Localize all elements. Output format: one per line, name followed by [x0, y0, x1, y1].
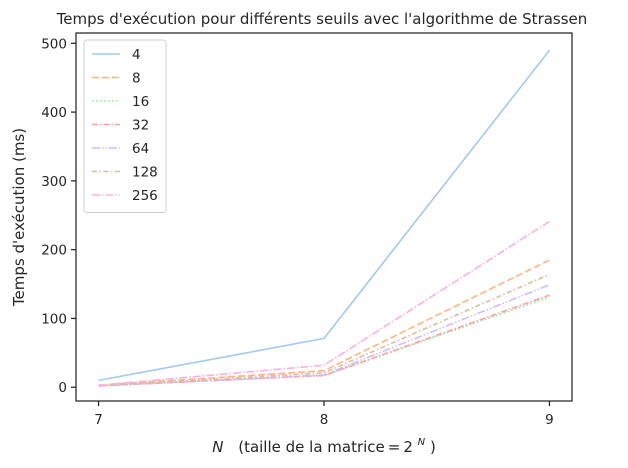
legend-label-8: 8 [132, 71, 141, 87]
series-line-16 [98, 296, 550, 387]
x-axis: 7 8 9 [94, 401, 554, 428]
series-line-32 [98, 294, 550, 387]
legend-label-16: 16 [132, 94, 149, 110]
x-tick-label: 7 [94, 412, 103, 428]
y-axis-label: Temps d'exécution (ms) [10, 128, 28, 307]
x-axis-label-text: (taille de la matrice = 2 [238, 438, 413, 456]
chart-title: Temps d'exécution pour différents seuils… [56, 10, 588, 28]
x-tick-label: 9 [545, 412, 554, 428]
y-tick-label: 100 [41, 311, 67, 327]
y-tick-label: 400 [41, 105, 67, 121]
x-tick-label: 8 [320, 412, 329, 428]
legend-label-256: 256 [132, 188, 158, 204]
x-axis-label-superscript: N [418, 437, 426, 448]
legend-label-32: 32 [132, 118, 149, 134]
legend: 4 8 16 32 64 128 256 [83, 39, 167, 213]
series-line-256 [98, 220, 550, 386]
y-tick-label: 200 [41, 243, 67, 259]
y-tick-label: 500 [41, 36, 67, 52]
series-line-8 [98, 259, 550, 386]
plot-area [98, 49, 551, 387]
x-axis-label-close: ) [430, 438, 436, 456]
legend-label-4: 4 [132, 47, 141, 63]
y-tick-label: 300 [41, 174, 67, 190]
x-axis-label: N (taille de la matrice = 2 N ) [212, 431, 436, 456]
x-axis-label-variable: N [212, 438, 223, 456]
series-line-128 [98, 273, 550, 387]
y-axis: 0 100 200 300 400 500 [41, 36, 76, 396]
legend-label-128: 128 [132, 165, 158, 181]
series-line-4 [98, 49, 551, 382]
y-tick-label: 0 [58, 380, 67, 396]
legend-label-64: 64 [132, 141, 149, 157]
legend-box [83, 39, 167, 213]
series-line-64 [98, 284, 550, 387]
